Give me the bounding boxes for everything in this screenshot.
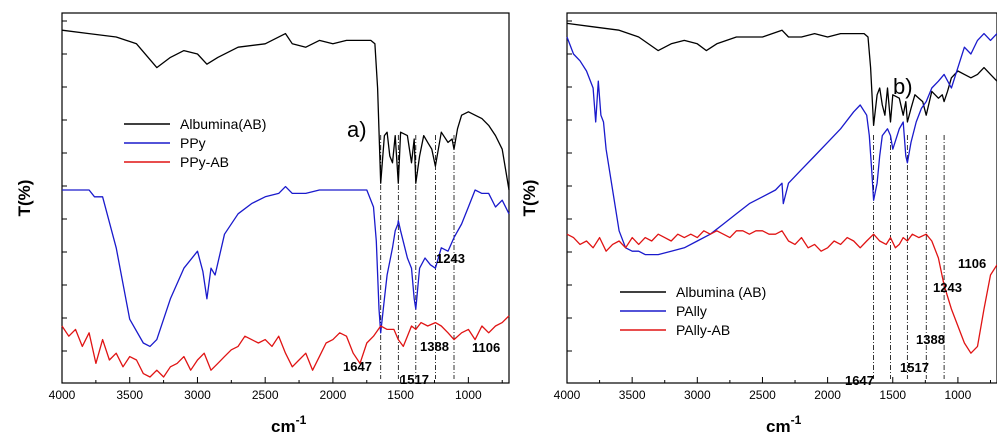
panel-b-anno-1647: 1647 bbox=[845, 373, 874, 388]
x-tick-label: 3500 bbox=[619, 388, 646, 402]
panel-b-legend-text-1: PAlly bbox=[676, 303, 707, 319]
panel-a-anno-1517: 1517 bbox=[400, 372, 429, 387]
x-tick-label: 3500 bbox=[116, 388, 143, 402]
panel-b-label: b) bbox=[893, 74, 913, 99]
panel-a-x-axis-unit: cm bbox=[271, 417, 296, 436]
panel-a-anno-1243: 1243 bbox=[436, 251, 465, 266]
panel-a-legend-text-0: Albumina(AB) bbox=[180, 116, 266, 132]
panel-a: 4000 3500 3000 2500 2000 1500 1000 a) Albumina… bbox=[15, 12, 510, 436]
panel-b-anno-1243: 1243 bbox=[933, 280, 962, 295]
panel-a-y-axis-title: T(%) bbox=[15, 180, 34, 217]
panel-a-frame bbox=[61, 12, 510, 384]
panel-b-legend-text-0: Albumina (AB) bbox=[676, 284, 766, 300]
series-line-ppy-ab bbox=[61, 315, 510, 378]
panel-b-anno-1388: 1388 bbox=[916, 332, 945, 347]
x-tick-label: 3000 bbox=[184, 388, 211, 402]
series-line-pally bbox=[566, 32, 997, 256]
panel-b-x-axis-title: cm-1 bbox=[766, 413, 802, 436]
panel-b: 4000 3500 3000 2500 2000 1500 1000 b) Albumina… bbox=[520, 12, 997, 436]
panel-b-anno-1106: 1106 bbox=[958, 256, 986, 271]
panel-b-x-axis-unit: cm bbox=[766, 417, 791, 436]
panel-b-series bbox=[566, 22, 997, 354]
x-tick-label: 2500 bbox=[252, 388, 279, 402]
panel-a-legend: Albumina(AB) PPy PPy-AB bbox=[124, 116, 266, 170]
panel-a-x-axis-title: cm-1 bbox=[271, 413, 307, 436]
x-tick-label: 1500 bbox=[879, 388, 906, 402]
panel-a-label: a) bbox=[347, 117, 367, 142]
panel-a-anno-1647: 1647 bbox=[343, 359, 372, 374]
panel-a-x-axis-sup: -1 bbox=[296, 413, 307, 427]
x-tick-label: 2000 bbox=[814, 388, 841, 402]
x-tick-label: 1500 bbox=[387, 388, 414, 402]
x-tick-label: 2000 bbox=[320, 388, 347, 402]
x-tick-label: 1000 bbox=[455, 388, 482, 402]
panel-b-frame bbox=[566, 12, 997, 384]
panel-b-legend: Albumina (AB) PAlly PAlly-AB bbox=[620, 284, 766, 338]
series-line-albumina-ab- bbox=[61, 29, 510, 191]
series-line-albumina-ab- bbox=[566, 22, 997, 127]
panel-a-series bbox=[61, 29, 510, 378]
x-tick-label: 3000 bbox=[684, 388, 711, 402]
panel-b-x-axis-sup: -1 bbox=[791, 413, 802, 427]
panel-a-anno-1388: 1388 bbox=[420, 339, 449, 354]
x-tick-label: 4000 bbox=[554, 388, 581, 402]
x-tick-label: 4000 bbox=[49, 388, 76, 402]
panel-a-legend-text-1: PPy bbox=[180, 135, 206, 151]
panel-a-legend-text-2: PPy-AB bbox=[180, 154, 229, 170]
x-tick-label: 2500 bbox=[749, 388, 776, 402]
panel-b-y-axis-title: T(%) bbox=[520, 180, 539, 217]
series-line-ppy bbox=[62, 185, 510, 348]
x-tick-label: 1000 bbox=[945, 388, 972, 402]
panel-b-legend-text-2: PAlly-AB bbox=[676, 322, 730, 338]
panel-b-x-ticks: 4000 3500 3000 2500 2000 1500 1000 bbox=[554, 20, 991, 402]
panel-b-reference-lines bbox=[873, 135, 945, 379]
series-line-pally-ab bbox=[566, 230, 997, 354]
panel-a-x-ticks: 4000 3500 3000 2500 2000 1500 1000 bbox=[49, 20, 503, 402]
panel-a-anno-1106: 1106 bbox=[472, 340, 500, 355]
panel-b-anno-1517: 1517 bbox=[900, 360, 929, 375]
